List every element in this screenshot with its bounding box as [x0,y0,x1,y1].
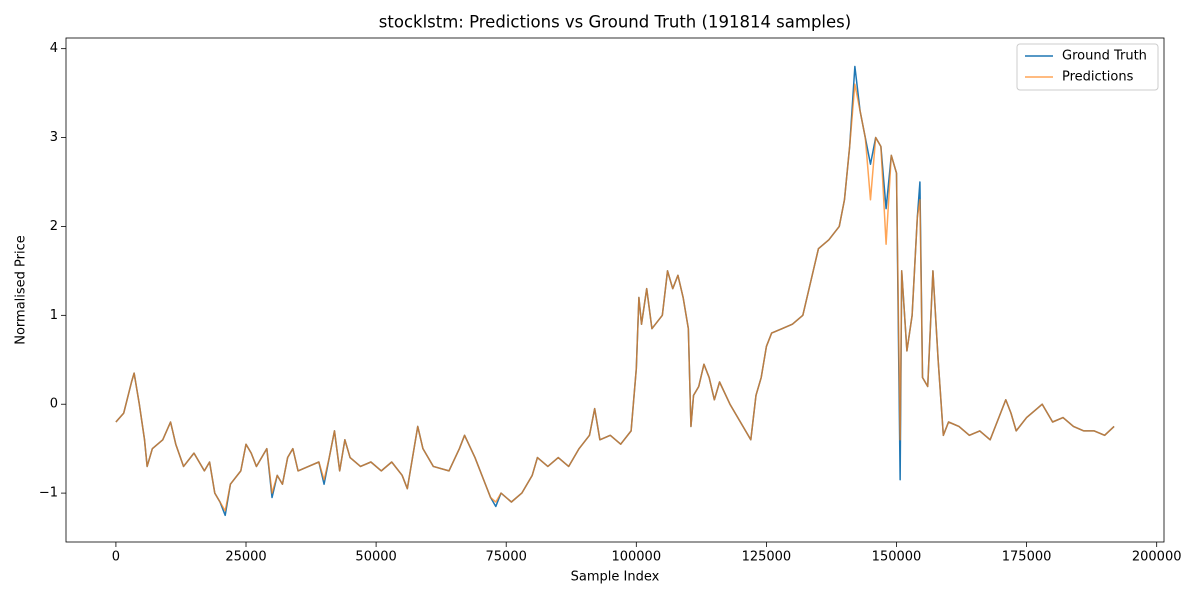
legend-label: Predictions [1062,70,1134,85]
x-tick-label: 0 [112,550,120,565]
x-tick-label: 125000 [742,550,792,565]
x-tick-label: 200000 [1132,550,1182,565]
plot-frame [65,37,1165,543]
y-tick-label: 2 [50,219,58,234]
y-axis-label: Normalised Price [14,235,29,345]
legend-label: Ground Truth [1062,49,1147,64]
x-tick-label: 25000 [225,550,266,565]
data-line [115,83,1115,512]
y-tick-label: 0 [50,397,58,412]
y-tick-label: 4 [50,41,58,56]
x-axis-label: Sample Index [571,570,660,585]
x-tick-label: 100000 [611,550,661,565]
y-tick-label: −1 [39,486,58,501]
y-tick-label: 3 [50,130,58,145]
x-tick-label: 50000 [355,550,396,565]
chart-title: stocklstm: Predictions vs Ground Truth (… [379,13,851,32]
y-tick-label: 1 [50,308,58,323]
x-tick-label: 175000 [1002,550,1052,565]
x-tick-label: 150000 [872,550,922,565]
x-tick-label: 75000 [486,550,527,565]
